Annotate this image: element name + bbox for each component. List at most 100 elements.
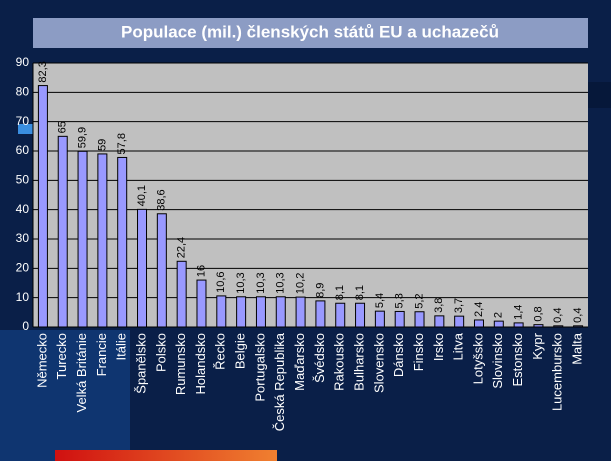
bar (533, 324, 544, 328)
bar (156, 213, 167, 328)
bar (295, 296, 306, 328)
bar (414, 311, 425, 328)
x-tick-label: Španělsko (133, 333, 148, 394)
chart-title: Populace (mil.) členských států EU a uch… (121, 22, 499, 41)
bar (355, 302, 366, 328)
bar (97, 153, 108, 328)
bar (315, 300, 326, 328)
value-label: 10,3 (235, 272, 247, 293)
bar (255, 296, 266, 328)
x-tick-label: Itálie (114, 333, 129, 360)
value-label: 5,2 (413, 293, 425, 308)
x-tick-label: Slovinsko (490, 333, 505, 389)
value-label: 5,3 (394, 293, 406, 308)
x-tick-label: Německo (34, 333, 49, 388)
value-label: 0,4 (552, 308, 564, 323)
x-tick-label: Kypr (530, 332, 545, 359)
value-label: 3,7 (453, 298, 465, 313)
value-label: 10,2 (294, 273, 306, 294)
x-tick-label: Estonsko (510, 333, 525, 386)
value-label: 16 (195, 265, 207, 277)
decor-block (588, 82, 611, 108)
x-tick-label: Malta (570, 332, 585, 365)
decor-panel (0, 330, 130, 461)
x-tick-label: Česká Republika (272, 332, 287, 431)
bar (374, 310, 385, 328)
value-label: 8,1 (334, 285, 346, 300)
value-label: 59 (96, 139, 108, 151)
value-label: 38,6 (156, 189, 168, 210)
x-tick-label: Francie (94, 333, 109, 376)
bar (513, 322, 524, 328)
value-label: 8,9 (314, 283, 326, 298)
y-tick-label: 90 (16, 55, 30, 69)
value-label: 10,3 (275, 272, 287, 293)
x-tick-label: Lotyšsko (470, 333, 485, 384)
bar (57, 135, 68, 328)
bar (275, 296, 286, 328)
x-tick-label: Řecko (213, 333, 228, 370)
y-tick-label: 80 (16, 85, 30, 99)
bar (493, 320, 504, 328)
bar (37, 85, 48, 328)
y-tick-label: 0 (22, 319, 29, 333)
x-tick-label: Belgie (233, 333, 248, 369)
value-label: 65 (57, 121, 69, 133)
x-tick-label: Polsko (153, 333, 168, 372)
x-tick-label: Rumunsko (173, 333, 188, 395)
bar (77, 150, 88, 328)
y-tick-label: 40 (16, 202, 30, 216)
value-label: 10,6 (215, 271, 227, 292)
bar (236, 296, 247, 328)
x-tick-label: Irsko (431, 333, 446, 361)
y-tick-label: 60 (16, 143, 30, 157)
x-tick-label: Litva (451, 332, 466, 360)
bar (176, 260, 187, 328)
y-tick-label: 50 (16, 173, 30, 187)
x-tick-label: Bulharsko (351, 333, 366, 391)
value-label: 3,8 (433, 298, 445, 313)
value-label: 22,4 (176, 237, 188, 258)
value-label: 57,8 (116, 133, 128, 154)
y-tick-label: 30 (16, 231, 30, 245)
x-tick-label: Lucembursko (550, 333, 565, 411)
value-label: 8,1 (354, 285, 366, 300)
bar (473, 319, 484, 328)
value-label: 0,4 (572, 308, 584, 323)
plot-area (33, 63, 588, 327)
bar (137, 208, 148, 328)
y-tick-label: 70 (16, 114, 30, 128)
x-tick-label: Velká Británie (74, 333, 89, 413)
x-tick-label: Švédsko (312, 333, 327, 383)
y-tick-label: 20 (16, 261, 30, 275)
value-label: 0,8 (532, 306, 544, 321)
x-tick-label: Turecko (54, 333, 69, 379)
decor-bar (55, 450, 277, 461)
value-label: 1,4 (513, 305, 525, 320)
y-tick-label: 10 (16, 290, 30, 304)
title-band (33, 18, 588, 48)
x-tick-label: Portugalsko (252, 333, 267, 402)
x-tick-label: Slovensko (371, 333, 386, 393)
bar (394, 310, 405, 328)
value-label: 2,4 (473, 302, 485, 317)
bar (573, 325, 584, 328)
x-tick-label: Rakousko (332, 333, 347, 391)
bar (454, 315, 465, 328)
value-label: 2 (493, 312, 505, 318)
x-tick-label: Dánsko (391, 333, 406, 377)
bar (216, 295, 227, 328)
bar (434, 315, 445, 328)
decor-mark (18, 124, 38, 134)
x-tick-label: Finsko (411, 333, 426, 371)
value-label: 82,3 (37, 61, 49, 82)
x-tick-label: Maďarsko (292, 333, 307, 391)
value-label: 59,9 (76, 127, 88, 148)
bar (117, 156, 128, 328)
bar (553, 325, 564, 328)
x-tick-label: Holandsko (193, 333, 208, 394)
bar (196, 279, 207, 328)
value-label: 10,3 (255, 272, 267, 293)
value-label: 40,1 (136, 185, 148, 206)
